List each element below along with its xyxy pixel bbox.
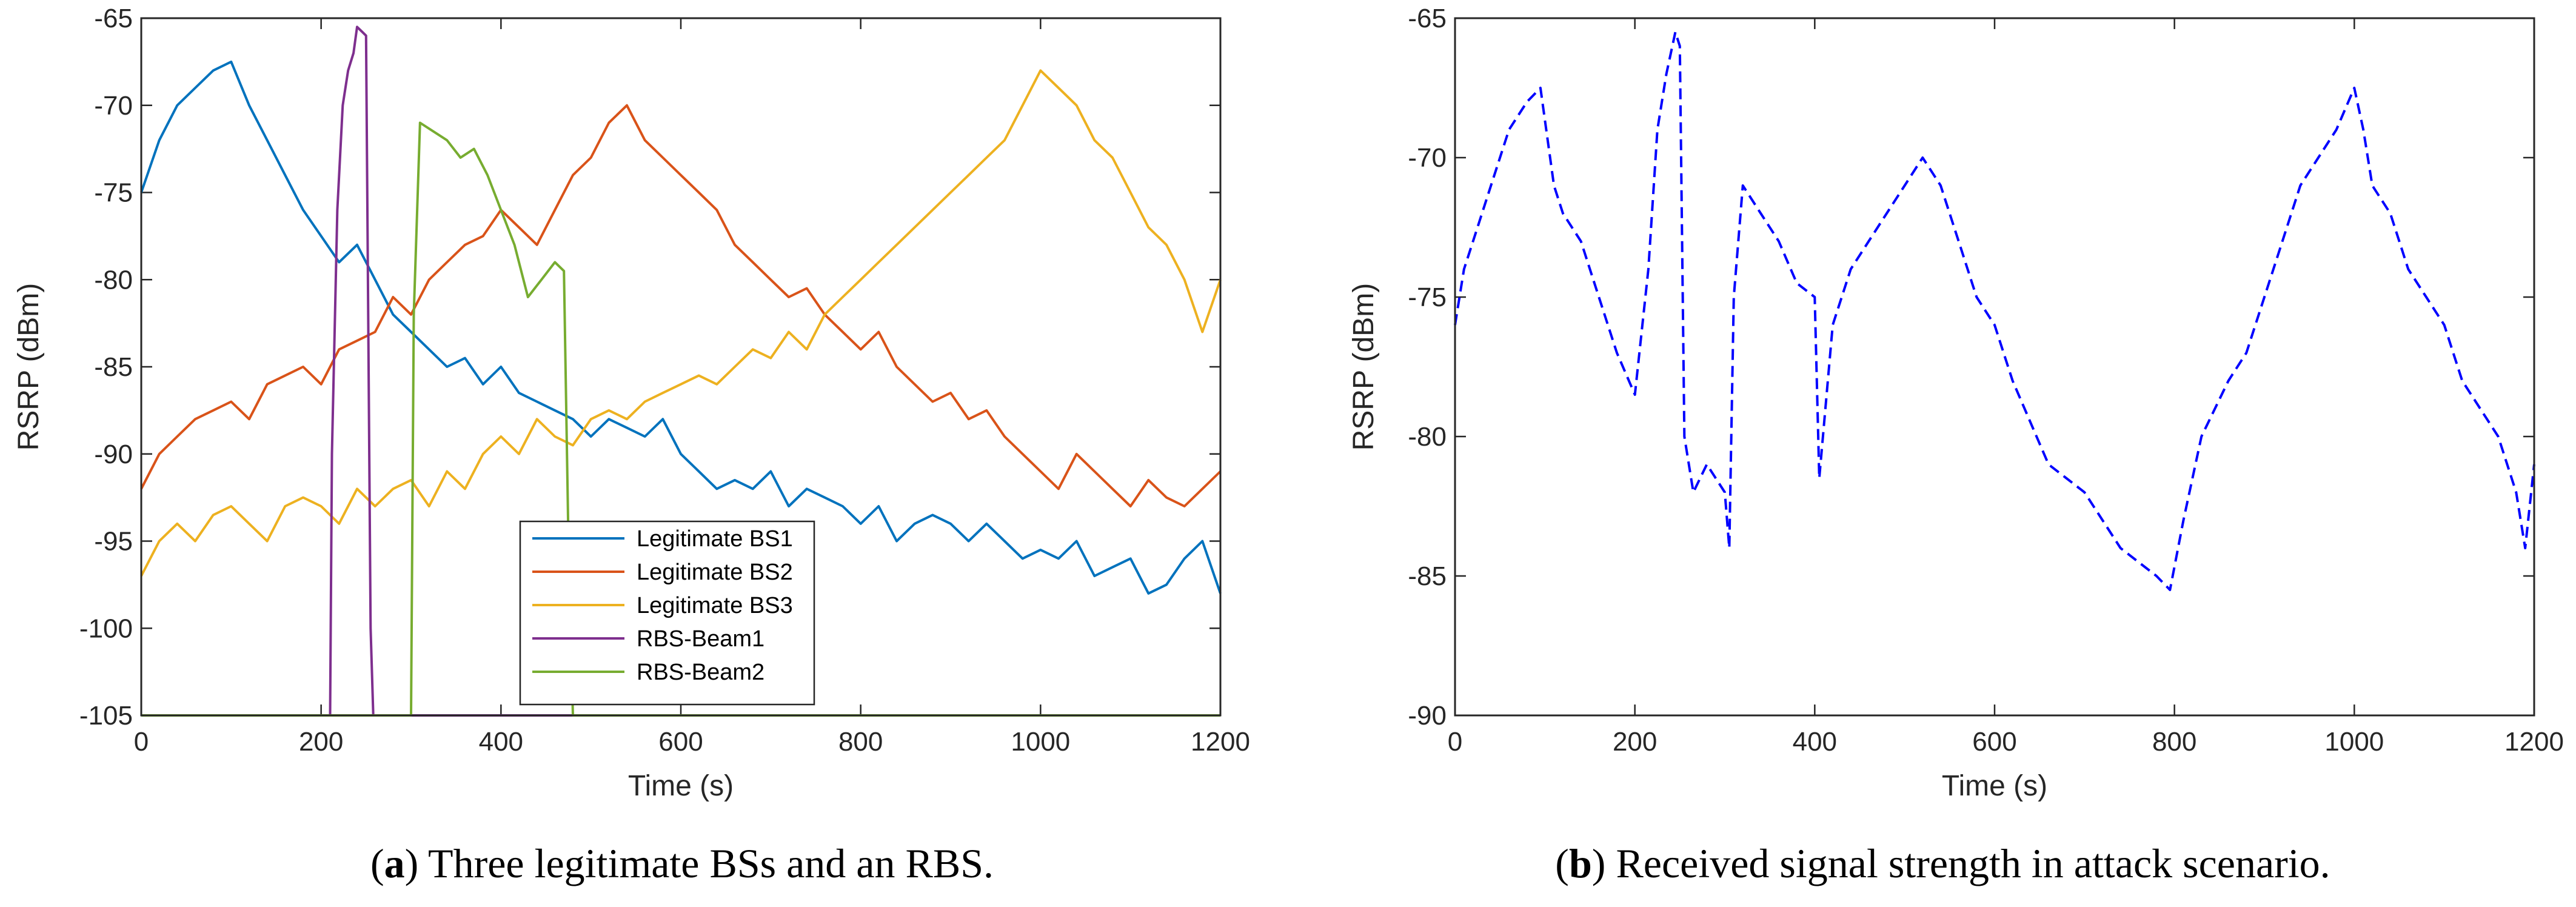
legend-label: RBS-Beam1	[637, 626, 764, 652]
legend-label: RBS-Beam2	[637, 660, 764, 685]
x-axis-label-a: Time (s)	[628, 770, 734, 802]
y-tick-label: -75	[1408, 283, 1447, 312]
y-ticks-b: -90 -85 -80 -75 -70 -65	[1408, 4, 2534, 731]
x-tick-label: 600	[658, 727, 703, 757]
caption-a: (a) Three legitimate BSs and an RBS.	[370, 840, 994, 886]
x-tick-label: 1200	[1191, 727, 1250, 757]
legend-label: Legitimate BS1	[637, 526, 793, 552]
y-tick-label: -90	[94, 440, 133, 469]
y-ticks-a: -105 -100 -95 -90 -85 -80 -75 -70 -65	[79, 4, 1220, 731]
y-tick-label: -85	[1408, 561, 1447, 591]
x-axis-label-b: Time (s)	[1942, 770, 2047, 802]
legend-label: Legitimate BS2	[637, 560, 793, 585]
y-tick-label: -70	[1408, 143, 1447, 173]
y-tick-label: -95	[94, 527, 133, 557]
series-line-rbs-beam1	[141, 25, 1220, 717]
series-line-received-rsrp	[1454, 31, 2535, 591]
caption-a-text: Three legitimate BSs and an RBS.	[428, 840, 994, 886]
y-tick-label: -70	[94, 91, 133, 121]
legend-a: Legitimate BS1 Legitimate BS2 Legitimate B…	[519, 520, 815, 706]
x-tick-label: 1000	[1011, 727, 1070, 757]
x-tick-label: 0	[134, 727, 149, 757]
x-ticks-b: 0 200 400 600 800 1000 1200	[1448, 18, 2564, 757]
y-tick-label: -75	[94, 178, 133, 208]
legend-box-a	[519, 520, 815, 706]
x-ticks-a: 0 200 400 600 800 1000 1200	[134, 18, 1250, 757]
x-tick-label: 400	[1793, 727, 1837, 757]
y-tick-label: -90	[1408, 701, 1447, 731]
series-line-legitimate-bs2	[140, 104, 1222, 507]
axes-box-a	[140, 17, 1222, 717]
axes-box-b	[1454, 17, 2535, 717]
y-axis-label-b: RSRP (dBm)	[1348, 283, 1380, 451]
y-tick-label: -80	[94, 265, 133, 295]
series-group-a	[140, 25, 1222, 717]
plot-area-b	[1455, 18, 2534, 715]
y-tick-label: -105	[79, 701, 133, 731]
caption-a-letter: a	[384, 840, 405, 886]
y-tick-label: -65	[94, 4, 133, 33]
caption-b: (b) Received signal strength in attack s…	[1555, 840, 2330, 886]
x-tick-label: 600	[1972, 727, 2016, 757]
x-tick-label: 800	[838, 727, 883, 757]
x-tick-label: 1000	[2324, 727, 2384, 757]
panel-b: -90 -85 -80 -75 -70 -65 0 200 400 600 800 1000 1200…	[1348, 4, 2564, 802]
x-tick-label: 200	[299, 727, 343, 757]
y-tick-label: -100	[79, 614, 133, 643]
x-tick-label: 1200	[2504, 727, 2564, 757]
x-tick-label: 0	[1448, 727, 1462, 757]
x-tick-label: 400	[479, 727, 523, 757]
legend-label: Legitimate BS3	[637, 593, 793, 618]
y-tick-label: -80	[1408, 422, 1447, 452]
caption-b-letter: b	[1568, 840, 1592, 886]
x-tick-label: 800	[2152, 727, 2196, 757]
series-line-rbs-beam2	[141, 121, 1220, 717]
x-tick-label: 200	[1613, 727, 1657, 757]
y-axis-label-a: RSRP (dBm)	[13, 283, 45, 451]
y-tick-label: -85	[94, 352, 133, 382]
series-line-legitimate-bs1	[140, 60, 1222, 595]
series-line-legitimate-bs3	[140, 69, 1222, 577]
panel-a: -105 -100 -95 -90 -85 -80 -75 -70 -65 0 200 400 600…	[13, 4, 1250, 802]
series-group-b	[1454, 31, 2535, 591]
caption-b-text: Received signal strength in attack scena…	[1616, 840, 2330, 886]
y-tick-label: -65	[1408, 4, 1447, 33]
